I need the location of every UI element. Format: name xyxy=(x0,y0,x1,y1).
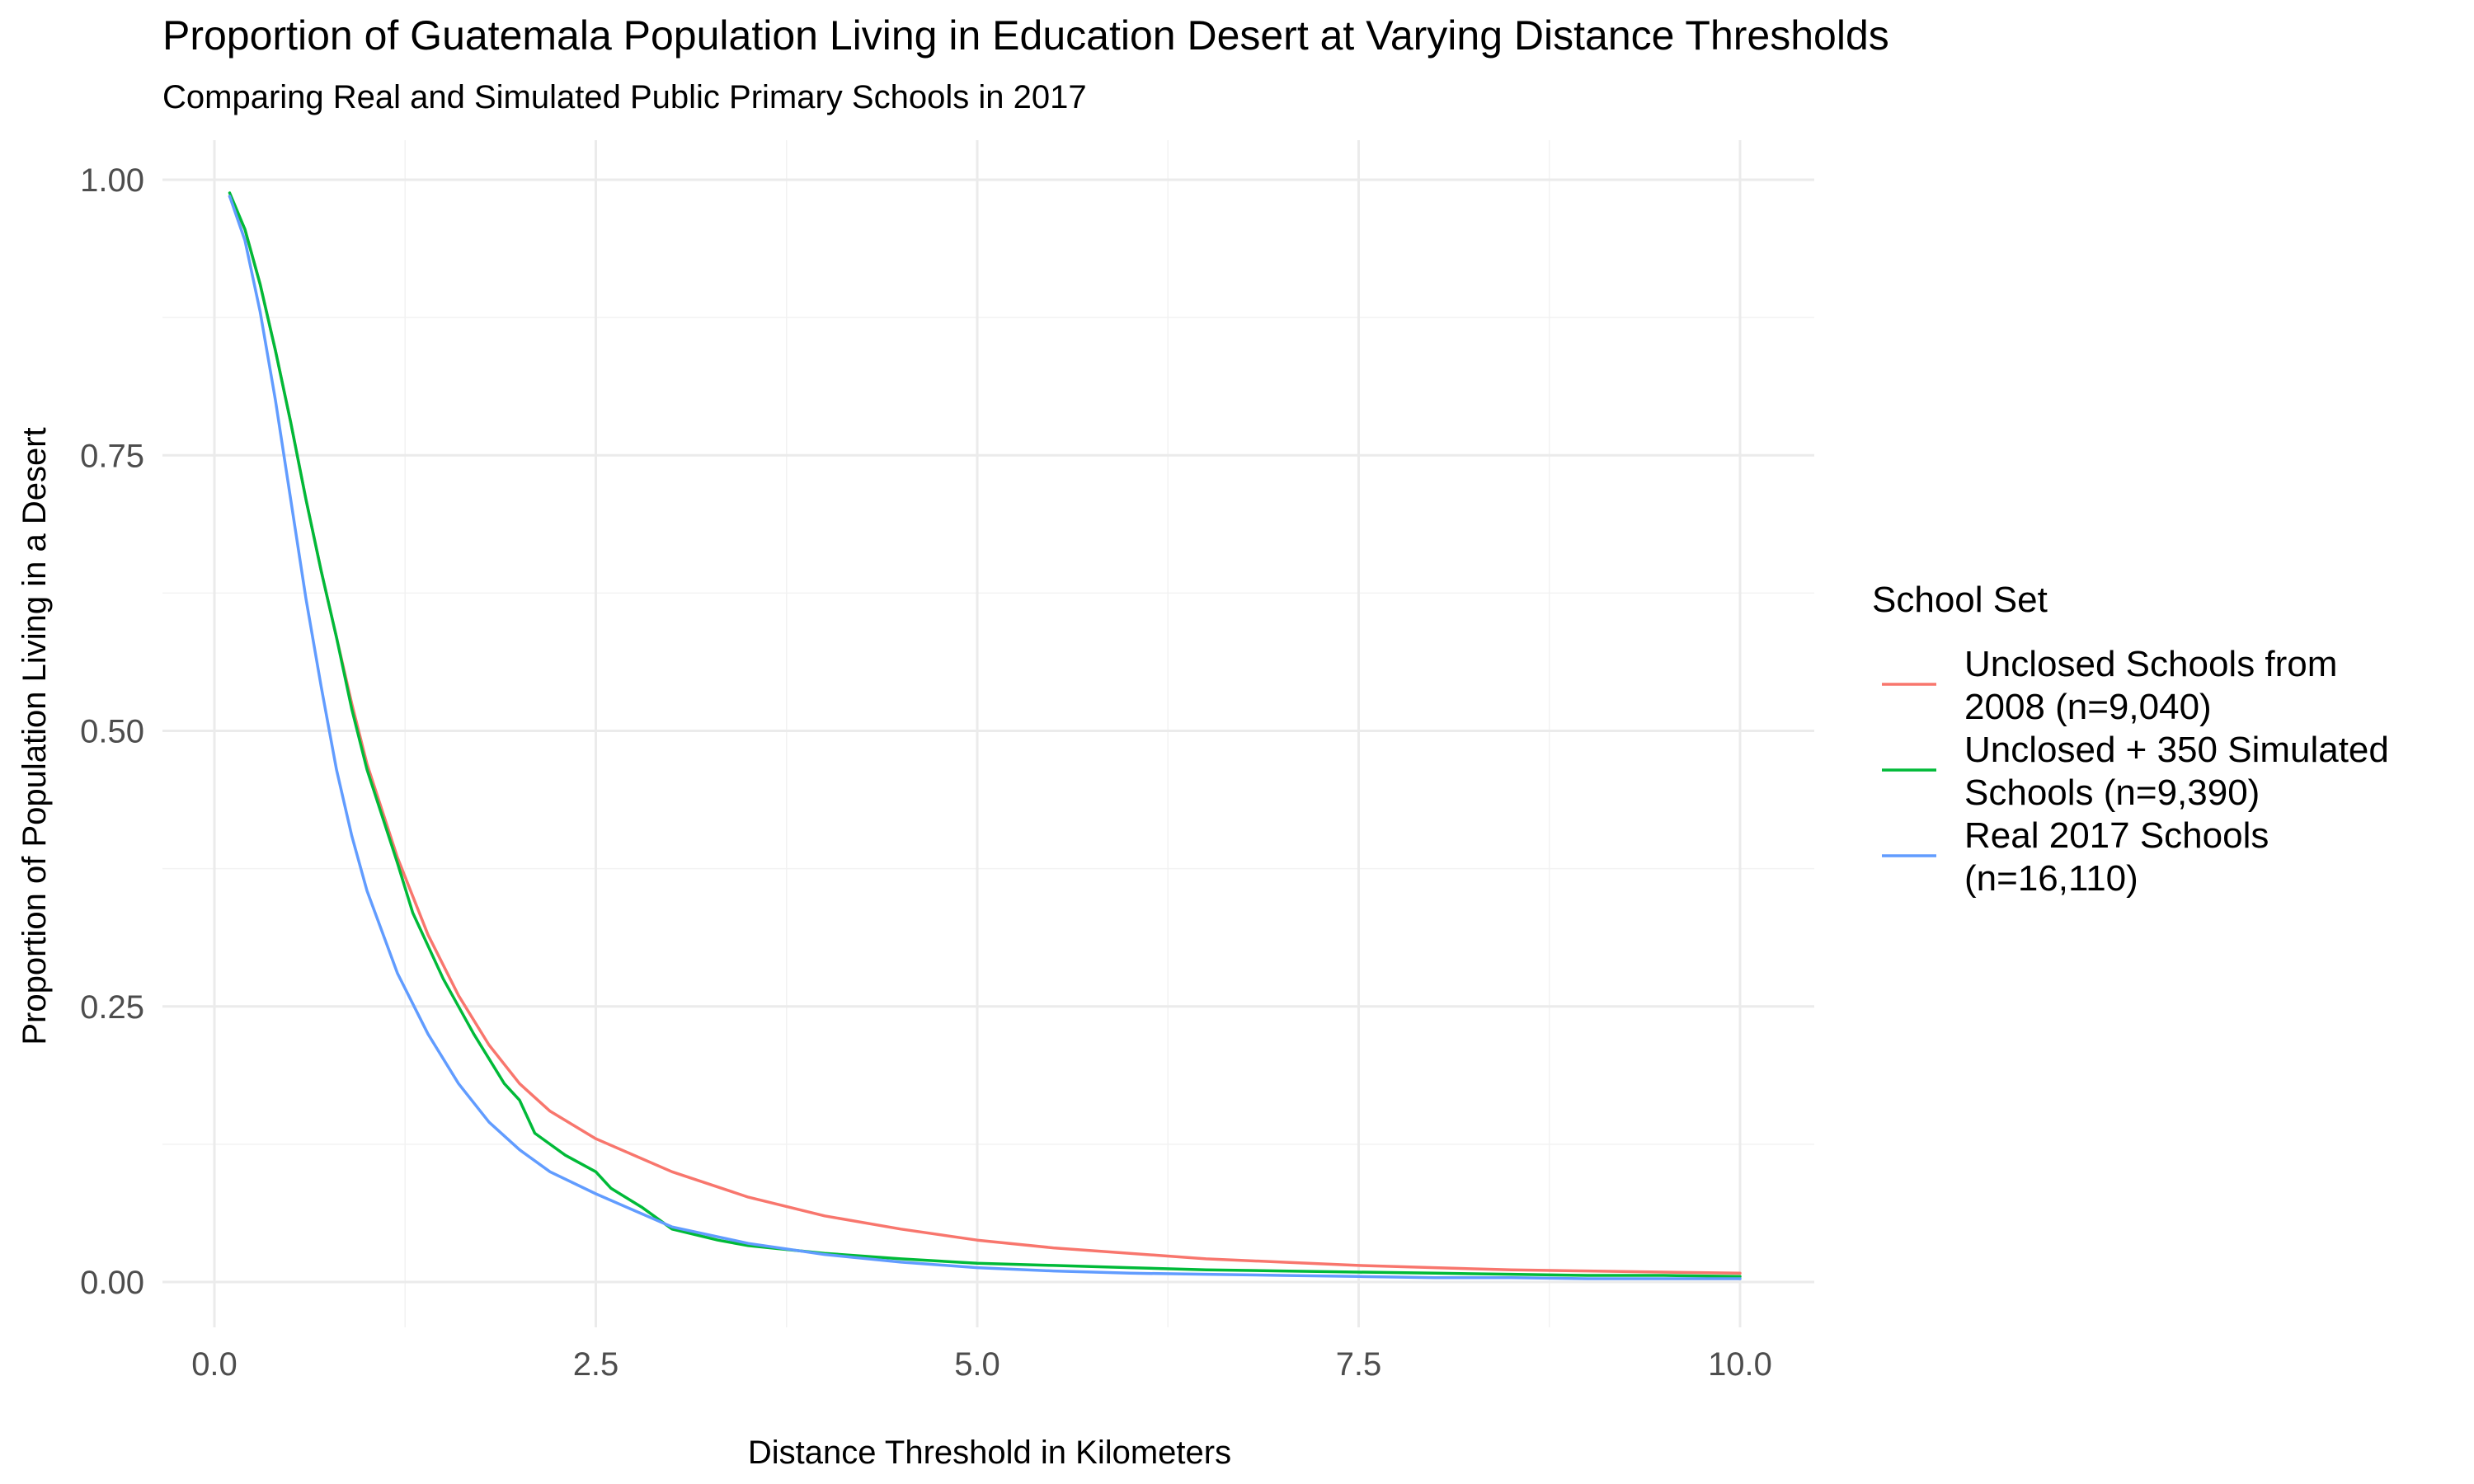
y-tick-label: 0.50 xyxy=(80,714,144,750)
x-tick-label: 2.5 xyxy=(573,1346,619,1383)
series-line-2 xyxy=(228,191,1742,1279)
legend-label-3: (n=16,110) xyxy=(1964,858,2138,899)
x-tick-label: 5.0 xyxy=(954,1346,1000,1383)
x-axis-ticks: 0.0 2.5 5.0 7.5 10.0 xyxy=(191,1346,1772,1383)
series-line-3 xyxy=(228,195,1742,1280)
y-tick-label: 0.75 xyxy=(80,438,144,474)
grid xyxy=(162,140,1814,1327)
legend-label-2: Unclosed + 350 Simulated xyxy=(1964,730,2389,770)
legend-label-2: Schools (n=9,390) xyxy=(1964,773,2260,813)
chart-subtitle: Comparing Real and Simulated Public Prim… xyxy=(162,79,1087,115)
y-tick-label: 0.00 xyxy=(80,1265,144,1301)
series-lines xyxy=(228,191,1742,1280)
y-tick-label: 0.25 xyxy=(80,989,144,1026)
legend-title: School Set xyxy=(1872,580,2048,620)
y-tick-label: 1.00 xyxy=(80,162,144,199)
x-tick-label: 10.0 xyxy=(1708,1346,1772,1383)
x-tick-label: 7.5 xyxy=(1336,1346,1382,1383)
legend-label-1: 2008 (n=9,040) xyxy=(1964,687,2212,727)
x-tick-label: 0.0 xyxy=(191,1346,238,1383)
chart-title: Proportion of Guatemala Population Livin… xyxy=(162,12,1889,59)
legend-label-1: Unclosed Schools from xyxy=(1964,644,2337,684)
y-axis-title: Proportion of Population Living in a Des… xyxy=(16,427,53,1045)
x-axis-title: Distance Threshold in Kilometers xyxy=(748,1435,1231,1471)
y-axis-ticks: 0.00 0.25 0.50 0.75 1.00 xyxy=(80,162,144,1301)
legend-label-3: Real 2017 Schools xyxy=(1964,815,2269,856)
